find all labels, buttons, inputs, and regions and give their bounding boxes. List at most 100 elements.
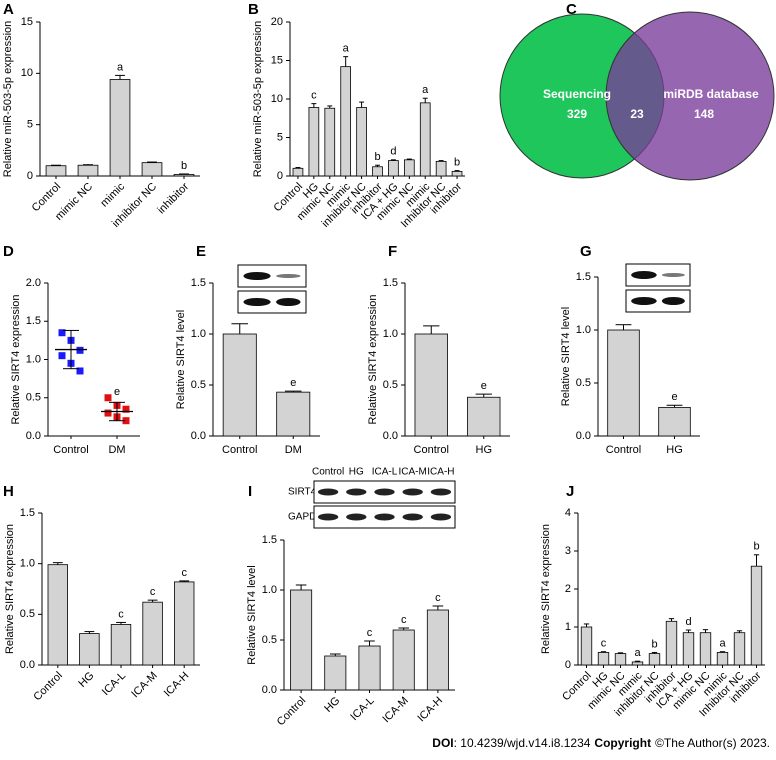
- bar: [716, 652, 729, 666]
- error-bar: [83, 164, 93, 166]
- annotation: c: [601, 638, 607, 650]
- bar: [358, 645, 381, 691]
- y-tick-label: 5: [277, 131, 283, 143]
- error-bar: [432, 605, 444, 610]
- set-name: miRDB database: [663, 87, 759, 101]
- x-tick-label: Control: [222, 444, 257, 456]
- annotation: c: [118, 608, 124, 620]
- bar: [665, 620, 678, 666]
- bar: [614, 653, 627, 666]
- dot: [122, 417, 130, 425]
- error-bar: [359, 101, 365, 108]
- set-count: 329: [567, 107, 587, 121]
- y-tick-label: 10: [21, 67, 33, 79]
- error-bar: [115, 74, 125, 80]
- y-tick-label: 2: [565, 583, 571, 595]
- annotation: d: [685, 616, 691, 628]
- panel-label: I: [248, 483, 252, 500]
- blot-frame: [237, 264, 307, 288]
- error-bar: [284, 390, 302, 393]
- error-bar: [666, 404, 683, 408]
- y-tick-label: 20: [271, 16, 283, 28]
- blot-column-label: HG: [349, 467, 364, 478]
- bar: [292, 167, 304, 177]
- error-bar: [702, 629, 709, 633]
- x-tick-label: Control: [53, 444, 88, 456]
- y-tick-label: 1.5: [576, 271, 591, 283]
- y-tick-label: 0.0: [191, 430, 206, 442]
- y-axis-label: Relative SIRT4 level: [560, 307, 572, 406]
- sd-bar: [63, 329, 79, 370]
- error-bar: [295, 584, 307, 590]
- y-tick-label: 1.0: [26, 353, 41, 365]
- y-tick-label: 0.0: [383, 430, 398, 442]
- error-bar: [375, 164, 380, 167]
- annotation: b: [181, 160, 187, 172]
- annotation: b: [374, 151, 380, 163]
- bar: [733, 632, 746, 666]
- x-tick-label: DM: [285, 444, 302, 456]
- bar: [142, 601, 163, 666]
- y-tick-label: 15: [271, 54, 283, 66]
- error-bar: [438, 160, 444, 162]
- y-axis-label: Relative SIRT4 level: [175, 310, 187, 409]
- error-bar: [651, 651, 658, 654]
- y-tick-label: 1.0: [576, 324, 591, 336]
- error-bar: [52, 562, 63, 565]
- error-bar: [406, 158, 412, 160]
- y-axis-label: Relative miR-503-5p expression: [2, 21, 14, 178]
- error-bar: [615, 324, 632, 330]
- x-tick-label: HG: [476, 444, 493, 456]
- y-axis-label: Relative SIRT4 expression: [540, 524, 552, 654]
- blot-column-label: ICA-H: [427, 467, 454, 478]
- bar: [419, 102, 431, 177]
- annotation: e: [290, 377, 296, 389]
- y-tick-label: 0: [277, 170, 283, 182]
- blot-band: [374, 513, 395, 521]
- footer: DOI: 10.4239/wjd.v14.i8.1234 Copyright ©Th…: [432, 736, 770, 750]
- error-bar: [736, 630, 743, 633]
- x-tick-label: HG: [322, 695, 342, 715]
- bar: [109, 79, 131, 177]
- x-tick-label: Control: [560, 670, 594, 704]
- error-bar: [398, 627, 410, 630]
- y-tick-label: 0.5: [576, 377, 591, 389]
- x-tick-label: DM: [108, 444, 125, 456]
- annotation: c: [435, 592, 441, 604]
- error-bar: [423, 325, 440, 334]
- x-tick-label: ICA-M: [380, 695, 411, 726]
- blot-band: [430, 513, 452, 521]
- bar: [372, 166, 383, 177]
- x-tick-label: HG: [76, 670, 96, 690]
- bar: [467, 396, 501, 437]
- x-tick-label: ICA-H: [415, 695, 445, 725]
- y-tick-label: 2.0: [26, 277, 41, 289]
- x-tick-label: mimic: [98, 180, 127, 209]
- bar: [47, 564, 68, 666]
- blot-column-label: ICA-L: [372, 467, 398, 478]
- y-tick-label: 15: [21, 16, 33, 28]
- blot-row-label: GAPDH: [288, 512, 324, 523]
- dot: [58, 329, 66, 337]
- bar: [324, 655, 347, 691]
- dot: [104, 394, 112, 402]
- blot-frame: [625, 289, 691, 313]
- annotation: a: [634, 647, 641, 659]
- annotation: a: [117, 61, 124, 73]
- error-bar: [668, 618, 675, 622]
- bar: [750, 565, 763, 666]
- y-tick-label: 1.0: [383, 328, 398, 340]
- blot-band: [276, 274, 301, 278]
- y-tick-label: 1.5: [383, 277, 398, 289]
- y-tick-label: 0: [565, 659, 571, 671]
- set-name: Sequencing: [543, 87, 611, 101]
- blot-frame: [625, 263, 691, 287]
- y-axis-label: Relative SIRT4 level: [246, 565, 258, 664]
- error-bar: [454, 170, 460, 172]
- bar: [597, 652, 610, 666]
- error-bar: [84, 631, 95, 634]
- panel-label: D: [3, 243, 14, 260]
- error-bar: [231, 323, 249, 334]
- annotation: a: [343, 43, 350, 55]
- bar: [276, 391, 311, 437]
